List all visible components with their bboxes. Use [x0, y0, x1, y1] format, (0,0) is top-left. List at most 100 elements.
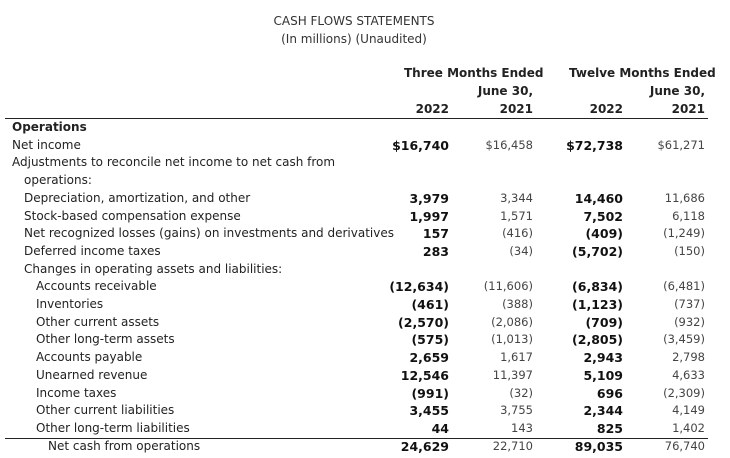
value-three-2021: (416) — [502, 226, 533, 241]
row-label: Net cash from operations — [48, 438, 201, 453]
table-row: Net cash from operations 24,629 22,710 89,0… — [0, 439, 730, 457]
header-twelve-2021: 2021 — [671, 102, 705, 116]
table-row: Accounts receivable (12,634) (11,606) (6,83… — [0, 279, 730, 297]
table-row: operations: — [0, 173, 730, 191]
value-three-2021: (32) — [509, 385, 533, 400]
value-twelve-2021: (1,249) — [663, 226, 705, 241]
value-twelve-2022: 89,035 — [574, 438, 623, 454]
row-label: Unearned revenue — [36, 367, 148, 382]
value-three-2021: (2,086) — [491, 314, 533, 329]
table-row: Deferred income taxes 283 (34) (5,702) (150) — [0, 244, 730, 262]
value-twelve-2022: (5,702) — [572, 243, 623, 259]
header-three-months: Three Months Ended — [404, 66, 544, 80]
table-row: Other current assets (2,570) (2,086) (709) (… — [0, 315, 730, 333]
value-twelve-2022: 825 — [596, 420, 623, 436]
row-label: Deferred income taxes — [24, 243, 161, 258]
value-twelve-2021: (3,459) — [663, 332, 705, 347]
table-row: Other long-term liabilities 44 143 825 1,402 — [0, 421, 730, 439]
value-three-2022: (575) — [411, 332, 449, 348]
value-twelve-2022: 2,943 — [583, 350, 623, 366]
table-row: Inventories (461) (388) (1,123) (737) — [0, 297, 730, 315]
table-row: Depreciation, amortization, and other 3,9… — [0, 191, 730, 209]
statement-title: CASH FLOWS STATEMENTS — [273, 14, 435, 28]
row-label: Adjustments to reconcile net income to n… — [12, 155, 336, 170]
value-three-2021: 1,571 — [500, 208, 533, 223]
value-twelve-2021: (932) — [674, 314, 705, 329]
row-label: Other long-term assets — [36, 332, 175, 347]
row-label: Net recognized losses (gains) on investm… — [24, 226, 394, 241]
value-three-2022: (12,634) — [389, 279, 449, 295]
row-label: Stock-based compensation expense — [24, 208, 241, 223]
value-three-2022: 1,997 — [409, 208, 449, 224]
value-twelve-2021: 4,633 — [672, 367, 705, 382]
value-twelve-2021: (150) — [674, 243, 705, 258]
value-twelve-2022: 5,109 — [583, 367, 623, 383]
value-three-2021: 143 — [511, 420, 533, 435]
value-twelve-2022: 14,460 — [574, 190, 623, 206]
value-twelve-2021: 1,402 — [672, 420, 705, 435]
statement-subtitle: (In millions) (Unaudited) — [281, 32, 427, 46]
value-twelve-2022: $72,738 — [566, 137, 623, 153]
value-three-2022: (461) — [411, 297, 449, 312]
value-three-2022: 44 — [431, 420, 449, 436]
value-twelve-2021: (737) — [674, 297, 705, 311]
value-three-2021: (34) — [509, 243, 533, 258]
value-twelve-2022: (6,834) — [572, 279, 623, 295]
value-three-2021: 3,344 — [500, 190, 533, 205]
row-label: Other long-term liabilities — [36, 420, 190, 435]
table-row: Operations — [0, 120, 730, 138]
table-row: Stock-based compensation expense 1,997 1,5… — [0, 209, 730, 227]
value-twelve-2022: (409) — [585, 226, 623, 242]
value-twelve-2022: (709) — [585, 314, 623, 330]
value-three-2022: $16,740 — [392, 137, 449, 153]
value-twelve-2022: 7,502 — [583, 208, 623, 224]
table-row: Other long-term assets (575) (1,013) (2,805… — [0, 332, 730, 350]
row-label: Operations — [12, 120, 87, 134]
row-label: operations: — [24, 173, 92, 188]
value-twelve-2021: (6,481) — [663, 279, 705, 294]
value-three-2021: 11,397 — [492, 367, 533, 382]
row-label: Net income — [12, 137, 81, 152]
row-label: Accounts payable — [36, 350, 143, 365]
value-three-2022: 157 — [422, 226, 449, 242]
value-twelve-2021: 6,118 — [672, 208, 705, 223]
row-label: Other current assets — [36, 314, 160, 329]
row-label: Changes in operating assets and liabilit… — [24, 261, 283, 276]
value-three-2022: 283 — [422, 243, 449, 259]
row-label: Inventories — [36, 297, 104, 311]
value-twelve-2022: (2,805) — [572, 332, 623, 348]
table-row: Changes in operating assets and liabilit… — [0, 262, 730, 280]
value-three-2021: (388) — [502, 297, 533, 311]
table-row: Income taxes (991) (32) 696 (2,309) — [0, 386, 730, 404]
value-twelve-2021: (2,309) — [663, 385, 705, 400]
value-three-2021: 3,755 — [500, 403, 533, 418]
table-row: Net income $16,740 $16,458 $72,738 $61,271 — [0, 138, 730, 156]
value-twelve-2022: 696 — [596, 385, 623, 401]
value-twelve-2022: (1,123) — [572, 297, 623, 312]
row-label: Accounts receivable — [36, 279, 157, 294]
value-three-2022: 12,546 — [400, 367, 449, 383]
value-three-2021: $16,458 — [485, 137, 533, 152]
header-three-2022: 2022 — [415, 102, 449, 116]
header-twelve-june30: June 30, — [649, 84, 705, 98]
table-row: Net recognized losses (gains) on investm… — [0, 226, 730, 244]
value-twelve-2021: 4,149 — [672, 403, 705, 418]
value-three-2021: (11,606) — [483, 279, 533, 294]
value-three-2022: 3,455 — [409, 403, 449, 419]
value-twelve-2022: 2,344 — [583, 403, 623, 419]
row-label: Depreciation, amortization, and other — [24, 190, 251, 205]
value-three-2022: (2,570) — [398, 314, 449, 330]
table-row: Unearned revenue 12,546 11,397 5,109 4,633 — [0, 368, 730, 386]
row-label: Income taxes — [36, 385, 117, 400]
header-twelve-2022: 2022 — [589, 102, 623, 116]
value-three-2021: 1,617 — [500, 350, 533, 365]
header-twelve-months: Twelve Months Ended — [569, 66, 716, 80]
table-row: Adjustments to reconcile net income to n… — [0, 155, 730, 173]
value-twelve-2021: 11,686 — [664, 190, 705, 205]
row-label: Other current liabilities — [36, 403, 175, 418]
header-three-june30: June 30, — [477, 84, 533, 98]
value-three-2022: 24,629 — [400, 438, 449, 454]
value-three-2021: 22,710 — [492, 438, 533, 453]
value-twelve-2021: 76,740 — [664, 438, 705, 453]
table-row: Accounts payable 2,659 1,617 2,943 2,798 — [0, 350, 730, 368]
